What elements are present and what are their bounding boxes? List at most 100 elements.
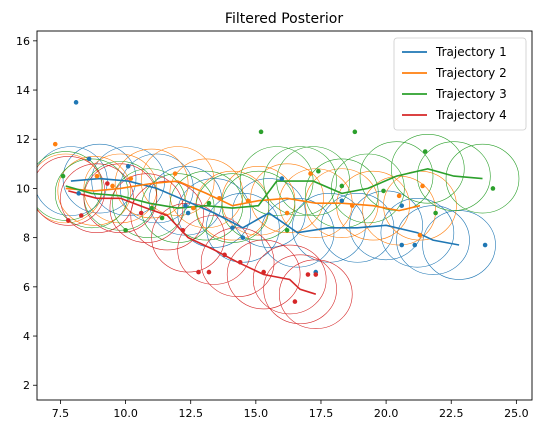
- trajectory-3-observation-point: [206, 200, 212, 206]
- plot-frame: [36, 30, 533, 401]
- trajectory-4-uncertainty-ellipse: [263, 254, 337, 325]
- trajectory-2-observation-point: [191, 205, 196, 211]
- trajectory-4-observation-point: [105, 181, 110, 186]
- trajectory-2-observation-point: [417, 232, 423, 238]
- legend-label: Trajectory 2: [435, 66, 507, 80]
- x-tick-label: 17.5: [309, 407, 334, 420]
- trajectory-3-line: [65, 167, 483, 209]
- trajectory-3-observation-point: [123, 227, 128, 233]
- trajectory-3-observation-point: [149, 205, 154, 211]
- y-tick-label: 8: [23, 232, 30, 245]
- trajectory-3-uncertainty-ellipse: [54, 158, 129, 229]
- trajectory-2-uncertainty-ellipse: [140, 146, 215, 216]
- y-tick-label: 6: [23, 281, 30, 294]
- trajectory-1-observation-point: [399, 203, 405, 208]
- trajectory-3-observation-point: [258, 129, 264, 135]
- trajectory-3-observation-point: [490, 186, 496, 191]
- trajectory-1-observation-point: [482, 242, 488, 248]
- trajectory-3-uncertainty-ellipse: [221, 170, 296, 241]
- trajectory-4-observation-point: [305, 272, 311, 277]
- x-tick-label: 25.0: [504, 407, 529, 420]
- trajectory-4-uncertainty-ellipse: [252, 244, 327, 315]
- trajectory-1-observation-point: [339, 198, 345, 204]
- x-tick-label: 10.0: [113, 407, 138, 420]
- trajectory-1-observation-point: [412, 242, 418, 248]
- trajectory-4-uncertainty-ellipse: [151, 202, 225, 273]
- y-tick-label: 4: [23, 330, 30, 343]
- trajectory-3-uncertainty-ellipse: [169, 170, 244, 241]
- trajectory-3-uncertainty-ellipse: [195, 173, 270, 243]
- trajectory-2-observation-point: [217, 195, 222, 201]
- trajectory-1-observation-point: [86, 156, 92, 162]
- trajectory-2-observation-point: [52, 141, 58, 147]
- trajectory-4-observation-point: [78, 213, 84, 218]
- trajectory-4-observation-point: [65, 218, 71, 223]
- trajectory-2-observation-point: [349, 203, 355, 208]
- trajectory-1-uncertainty-ellipse: [380, 197, 455, 268]
- trajectory-1-line: [70, 177, 460, 246]
- trajectory-2-observation-point: [245, 198, 251, 204]
- trajectory-2-uncertainty-ellipse: [57, 156, 132, 226]
- trajectory-4-uncertainty-ellipse: [177, 215, 251, 285]
- trajectory-3-observation-point: [159, 215, 165, 221]
- trajectory-4-observation-point: [180, 227, 186, 233]
- axes: 7.5 10.0 12.5 15.0 17.5 20.0 22.5 25.0 2 4 6 8 10 12 1…: [16, 35, 529, 420]
- trajectory-4-uncertainty-ellipse: [200, 227, 275, 297]
- trajectory-1-observation-point: [279, 176, 285, 181]
- trajectory-1-uncertainty-ellipse: [260, 197, 335, 268]
- legend-box: [393, 37, 527, 131]
- trajectory-4-observation-point: [222, 252, 227, 258]
- y-tick-label: 12: [16, 133, 30, 146]
- trajectory-2-observation-point: [420, 183, 425, 189]
- trajectory-1-observation-point: [73, 100, 79, 105]
- trajectory-2-line: [65, 180, 421, 212]
- trajectory-2-uncertainty-ellipse: [278, 168, 353, 238]
- trajectory-1-observation-point: [183, 203, 188, 208]
- trajectory-2-uncertainty-ellipse: [250, 163, 324, 234]
- trajectory-4-uncertainty-ellipse: [83, 163, 158, 234]
- trajectory-4-observation-point: [261, 269, 266, 275]
- trajectory-4-uncertainty-ellipse: [278, 259, 353, 329]
- trajectory-4-observation-point: [196, 269, 201, 275]
- trajectory-4-observation-point: [313, 272, 319, 277]
- trajectory-1-uncertainty-ellipse: [396, 205, 470, 275]
- trajectory-3-uncertainty-ellipse: [391, 134, 465, 204]
- trajectory-2-observation-point: [128, 176, 134, 181]
- trajectory-3-observation-point: [422, 149, 428, 154]
- trajectory-1-observation-point: [125, 164, 131, 169]
- trajectory-1-observation-point: [185, 210, 191, 216]
- trajectory-1-uncertainty-ellipse: [62, 143, 137, 214]
- trajectory-3-observation-point: [316, 168, 321, 174]
- trajectory-2-observation-point: [396, 193, 402, 199]
- trajectory-4-observation-point: [206, 269, 212, 275]
- trajectory-3-uncertainty-ellipse: [263, 146, 337, 216]
- trajectory-3-observation-point: [352, 129, 358, 135]
- chart-title: Filtered Posterior: [225, 11, 343, 27]
- trajectory-3-uncertainty-ellipse: [37, 151, 103, 221]
- trajectory-4-line: [68, 190, 317, 295]
- trajectory-2-observation-point: [94, 173, 100, 179]
- x-tick-label: 22.5: [439, 407, 464, 420]
- x-tick-label: 12.5: [178, 407, 203, 420]
- trajectory-4-uncertainty-ellipse: [37, 156, 106, 226]
- y-tick-label: 2: [23, 379, 30, 392]
- x-tick-label: 15.0: [244, 407, 269, 420]
- legend: Trajectory 1 Trajectory 2 Trajectory 3 Traj…: [393, 37, 527, 131]
- trajectory-3-observation-point: [433, 210, 438, 216]
- x-tick-label: 7.5: [52, 407, 70, 420]
- trajectory-3-observation-point: [60, 173, 66, 179]
- trajectory-2-observation-point: [172, 171, 178, 176]
- y-tick-label: 10: [16, 182, 30, 195]
- trajectory-4-observation-point: [138, 210, 144, 216]
- trajectory-1-uncertainty-ellipse: [37, 146, 108, 216]
- trajectory-3-uncertainty-ellipse: [445, 143, 520, 214]
- trajectory-4-uncertainty-ellipse: [226, 239, 301, 310]
- trajectory-4-observation-point: [237, 259, 243, 265]
- trajectory-1-observation-point: [399, 242, 405, 248]
- legend-label: Trajectory 1: [435, 45, 507, 59]
- legend-label: Trajectory 4: [435, 108, 507, 122]
- trajectory-2-uncertainty-ellipse: [305, 168, 379, 238]
- trajectory-4-uncertainty-ellipse: [130, 180, 205, 251]
- trajectory-3-uncertainty-ellipse: [417, 141, 491, 211]
